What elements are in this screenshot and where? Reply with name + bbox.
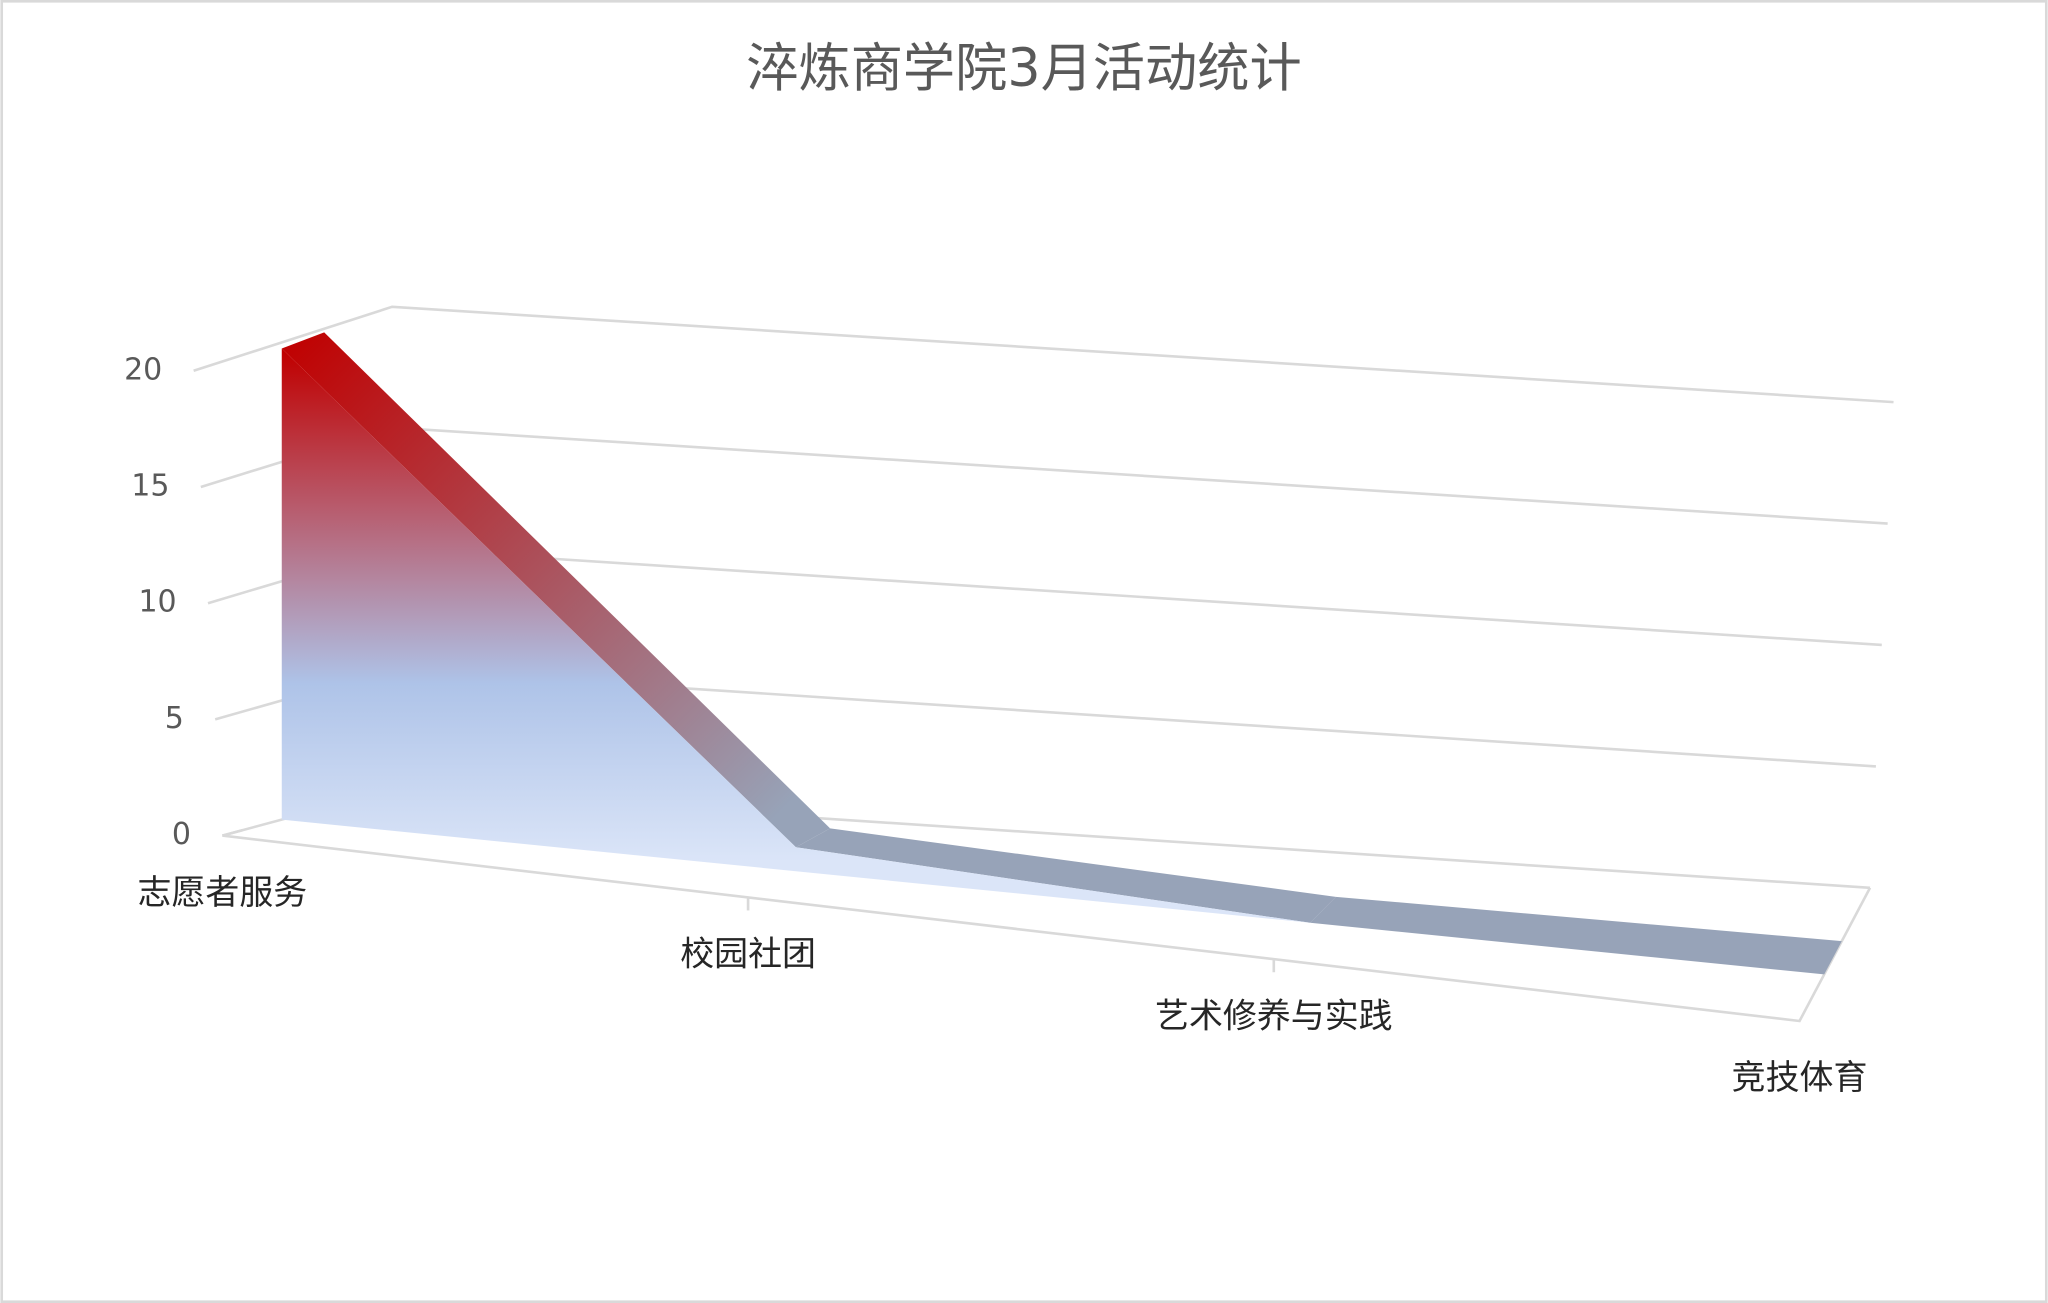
y-tick-label: 10 — [138, 585, 176, 620]
y-tick-label: 0 — [172, 817, 191, 852]
y-tick-label: 15 — [131, 468, 169, 503]
x-tick-label: 艺术修养与实践 — [1155, 996, 1393, 1036]
grid-line — [193, 305, 1894, 404]
ribbon-top — [1310, 896, 1842, 975]
y-tick-label: 20 — [124, 352, 162, 387]
y-tick-label: 5 — [165, 701, 184, 736]
ribbon-front — [281, 348, 1825, 975]
x-tick-label: 志愿者服务 — [138, 873, 308, 913]
ribbon-top — [281, 332, 831, 848]
x-tick-label: 校园社团 — [680, 935, 816, 975]
x-tick-label: 竞技体育 — [1732, 1058, 1868, 1098]
ribbon-top — [795, 828, 1336, 923]
floor-edge — [222, 828, 244, 837]
chart-title: 淬炼商学院3月活动统计 — [746, 39, 1301, 99]
